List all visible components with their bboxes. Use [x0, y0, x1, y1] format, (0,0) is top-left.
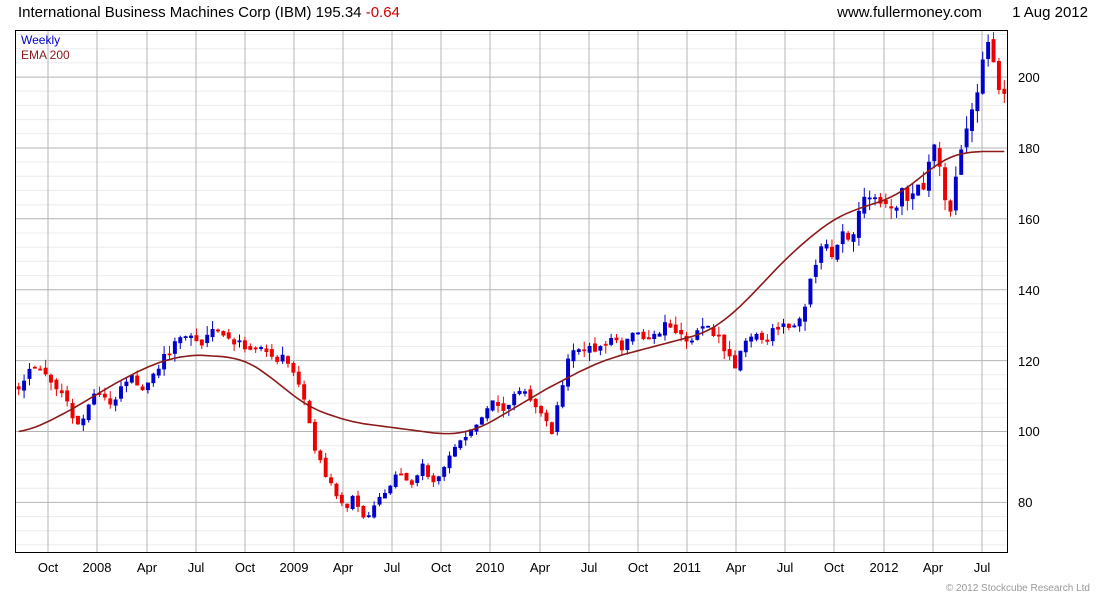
y-axis-tick-label: 160 [1018, 211, 1040, 227]
y-axis-tick-label: 120 [1018, 353, 1040, 369]
x-axis-tick-label: Apr [725, 560, 747, 575]
website-label: www.fullermoney.com [837, 4, 982, 21]
header-left-group: International Business Machines Corp (IB… [18, 0, 400, 26]
y-axis-labels: 80 100 120 140 160 180 200 [1012, 30, 1092, 553]
chart-date: 1 Aug 2012 [1012, 4, 1088, 21]
last-price: 195.34 [315, 4, 362, 21]
x-axis-tick-label: Jul [776, 560, 794, 575]
x-axis-tick-label: 2011 [673, 560, 701, 575]
header-right-group: www.fullermoney.com 1 Aug 2012 [837, 0, 1088, 26]
x-axis-tick-label: Jul [187, 560, 205, 575]
x-axis-tick-label: Jul [973, 560, 991, 575]
x-axis-tick-label: 2012 [869, 560, 899, 575]
instrument-name: International Business Machines Corp (IB… [18, 4, 312, 21]
plot-area[interactable]: Weekly EMA 200 [15, 30, 1008, 553]
x-axis-tick-label: Apr [332, 560, 354, 575]
x-axis-tick-label: Oct [234, 560, 256, 575]
legend-item-ema200: EMA 200 [21, 48, 70, 62]
x-axis-tick-label: Jul [580, 560, 598, 575]
y-axis-tick-label: 100 [1018, 424, 1040, 440]
copyright-notice: © 2012 Stockcube Research Ltd [945, 583, 1090, 594]
price-change: -0.64 [365, 4, 400, 21]
y-axis-tick-label: 200 [1018, 70, 1040, 86]
x-axis-tick-label: 2009 [279, 560, 309, 575]
x-axis-tick-label: 2008 [82, 560, 112, 575]
x-axis-labels: Oct 2008 Apr Jul Oct 2009 Apr Jul Oct 2010 Apr Jul O… [0, 560, 1100, 580]
x-axis-tick-label: Apr [922, 560, 944, 575]
chart-legend: Weekly EMA 200 [21, 33, 70, 63]
y-axis-tick-label: 180 [1018, 140, 1040, 156]
x-axis-tick-label: Oct [627, 560, 649, 575]
x-axis-tick-label: Apr [529, 560, 551, 575]
data-layer [16, 32, 1007, 519]
x-axis-tick-label: 2010 [475, 560, 505, 575]
x-axis-tick-label: Oct [37, 560, 59, 575]
y-axis-tick-label: 140 [1018, 282, 1040, 298]
x-axis-tick-label: Apr [136, 560, 158, 575]
x-axis-tick-label: Oct [430, 560, 452, 575]
legend-item-weekly: Weekly [21, 33, 61, 47]
x-axis-tick-label: Jul [383, 560, 401, 575]
y-axis-tick-label: 80 [1018, 495, 1033, 511]
chart-header: International Business Machines Corp (IB… [0, 0, 1100, 26]
x-axis-tick-label: Oct [823, 560, 845, 575]
